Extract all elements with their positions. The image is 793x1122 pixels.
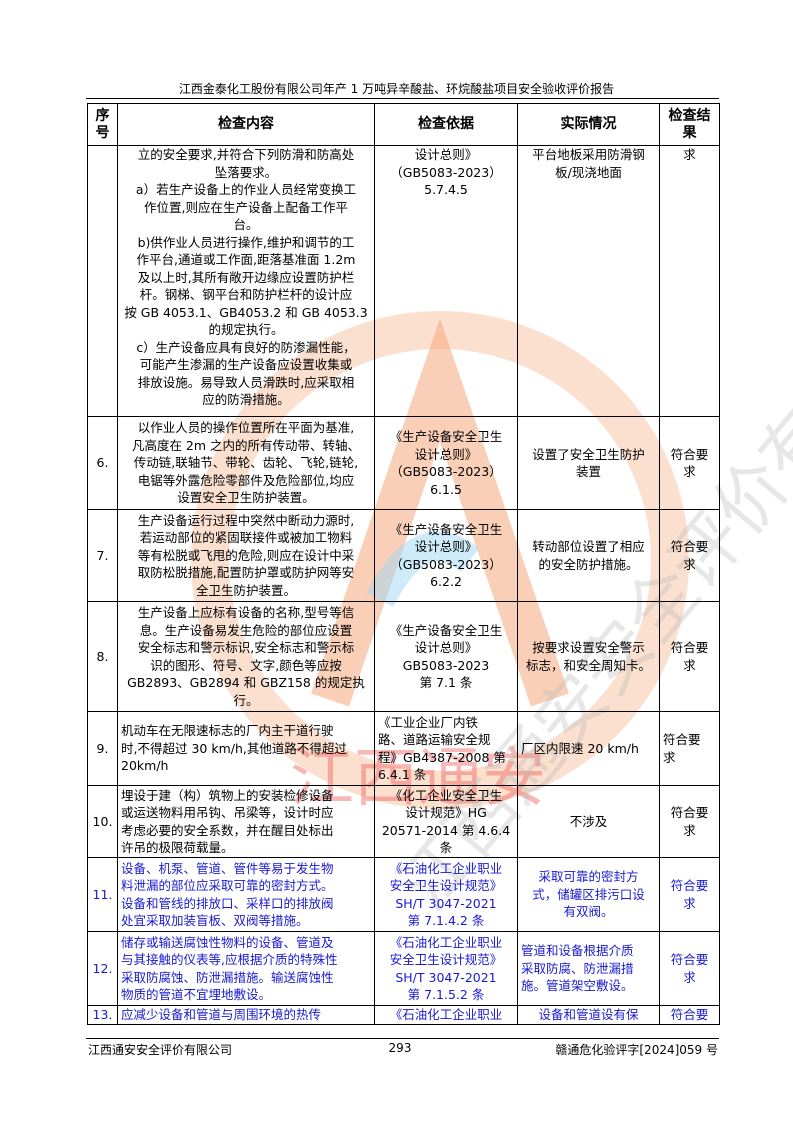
row-content: 储存或输送腐蚀性物料的设备、管道及 与其接触的仪表等,应根据介质的特殊性 采取防… (117, 931, 375, 1006)
row-result: 符合要 求 (659, 857, 720, 932)
row-no: 10. (87, 785, 118, 858)
col-header-result: 检查结 果 (659, 103, 720, 146)
row-no: 11. (87, 857, 118, 932)
row-result: 符合要 求 (659, 785, 720, 858)
row-actual: 转动部位设置了相应 的安全防护措施。 (517, 509, 660, 602)
row-result: 符合要 求 (659, 509, 720, 602)
row-basis: 《石油化工企业职业 安全卫生设计规范》 SH/T 3047-2021 第 7.1… (374, 931, 518, 1006)
row-actual: 管道和设备根据介质 采取防腐、防泄漏措 施。管道架空敷设。 (517, 931, 660, 1006)
row-no (87, 145, 118, 417)
table-row: 13. 应减少设备和管道与周围环境的热传 《石油化工企业职业 设备和管道设有保 … (87, 1005, 720, 1025)
row-content: 以作业人员的操作位置所在平面为基准, 凡高度在 2m 之内的所有传动带、转轴、 … (117, 416, 375, 510)
row-basis: 《生产设备安全卫生 设计总则》 （GB5083-2023） 6.1.5 (374, 416, 518, 510)
col-header-content: 检查内容 (117, 103, 375, 146)
row-content: 生产设备上应标有设备的名称,型号等信 息。生产设备易发生危险的部位应设置 安全标… (117, 601, 375, 712)
row-no: 12. (87, 931, 118, 1006)
table-row: 11. 设备、机泵、管道、管件等易于发生物 料泄漏的部位应采取可靠的密封方式。 … (87, 857, 720, 932)
col-header-actual: 实际情况 (517, 103, 660, 146)
table-row: 10. 埋设于建（构）筑物上的安装检修设备 或运送物料用吊钩、吊梁等，设计时应 … (87, 785, 720, 858)
col-header-no: 序 号 (87, 103, 118, 146)
page-header-title: 江西金泰化工股份有限公司年产 1 万吨异辛酸盐、环烷酸盐项目安全验收评价报告 (178, 82, 615, 96)
col-header-basis: 检查依据 (374, 103, 518, 146)
row-no: 9. (87, 711, 118, 786)
row-basis: 《石油化工企业职业 安全卫生设计规范》 SH/T 3047-2021 第 7.1… (374, 857, 518, 932)
row-basis: 设计总则》 （GB5083-2023） 5.7.4.5 (374, 145, 518, 417)
row-result: 符合要 求 (659, 711, 720, 786)
footer-doc-number: 赣通危化验评字[2024]059 号 (555, 1043, 718, 1057)
table-row: 7. 生产设备运行过程中突然中断动力源时, 若运动部位的紧固联接件或被加工物料 … (87, 509, 720, 602)
table-row: 8. 生产设备上应标有设备的名称,型号等信 息。生产设备易发生危险的部位应设置 … (87, 601, 720, 712)
row-actual: 按要求设置安全警示 标志，和安全周知卡。 (517, 601, 660, 712)
row-result: 求 (659, 145, 720, 417)
row-basis: 《生产设备安全卫生 设计总则》 （GB5083-2023） 6.2.2 (374, 509, 518, 602)
footer-divider (86, 1038, 719, 1039)
table-row: 6. 以作业人员的操作位置所在平面为基准, 凡高度在 2m 之内的所有传动带、转… (87, 416, 720, 510)
row-actual: 采取可靠的密封方 式，储罐区排污口设 有双阀。 (517, 857, 660, 932)
row-no: 7. (87, 509, 118, 602)
row-actual: 设备和管道设有保 (517, 1005, 660, 1025)
footer-company: 江西通安安全评价有限公司 (88, 1043, 233, 1057)
row-no: 13. (87, 1005, 118, 1025)
row-content: 应减少设备和管道与周围环境的热传 (117, 1005, 375, 1025)
row-result: 符合要 (659, 1005, 720, 1025)
row-basis: 《生产设备安全卫生 设计总则》 GB5083-2023 第 7.1 条 (374, 601, 518, 712)
row-no: 6. (87, 416, 118, 510)
row-no: 8. (87, 601, 118, 712)
row-content: 立的安全要求,并符合下列防滑和防高处 坠落要求。 a）若生产设备上的作业人员经常… (117, 145, 375, 417)
row-result: 符合要 求 (659, 416, 720, 510)
row-result: 符合要 求 (659, 931, 720, 1006)
row-actual: 厂区内限速 20 km/h (517, 711, 660, 786)
row-basis: 《石油化工企业职业 (374, 1005, 518, 1025)
row-basis: 《化工企业安全卫生 设计规范》HG 20571-2014 第 4.6.4 条 (374, 785, 518, 858)
table-header-row: 序 号 检查内容 检查依据 实际情况 检查结 果 (87, 103, 720, 146)
page-number: 293 (388, 1041, 412, 1055)
row-actual: 不涉及 (517, 785, 660, 858)
row-actual: 平台地板采用防滑钢 板/现浇地面 (517, 145, 660, 417)
row-content: 设备、机泵、管道、管件等易于发生物 料泄漏的部位应采取可靠的密封方式。 设备和管… (117, 857, 375, 932)
inspection-table: 序 号 检查内容 检查依据 实际情况 检查结 果 立的安全要求,并符合下列防滑和… (87, 103, 720, 1025)
row-result: 符合要 求 (659, 601, 720, 712)
table-row: 12. 储存或输送腐蚀性物料的设备、管道及 与其接触的仪表等,应根据介质的特殊性… (87, 931, 720, 1006)
row-actual: 设置了安全卫生防护 装置 (517, 416, 660, 510)
row-content: 埋设于建（构）筑物上的安装检修设备 或运送物料用吊钩、吊梁等，设计时应 考虑必要… (117, 785, 375, 858)
table-row: 9. 机动车在无限速标志的厂内主干道行驶 时,不得超过 30 km/h,其他道路… (87, 711, 720, 786)
table-row: 立的安全要求,并符合下列防滑和防高处 坠落要求。 a）若生产设备上的作业人员经常… (87, 145, 720, 417)
row-content: 生产设备运行过程中突然中断动力源时, 若运动部位的紧固联接件或被加工物料 等有松… (117, 509, 375, 602)
row-basis: 《工业企业厂内铁 路、道路运输安全规 程》GB4387-2008 第 6.4.1… (374, 711, 518, 786)
header-divider (86, 98, 719, 99)
row-content: 机动车在无限速标志的厂内主干道行驶 时,不得超过 30 km/h,其他道路不得超… (117, 711, 375, 786)
